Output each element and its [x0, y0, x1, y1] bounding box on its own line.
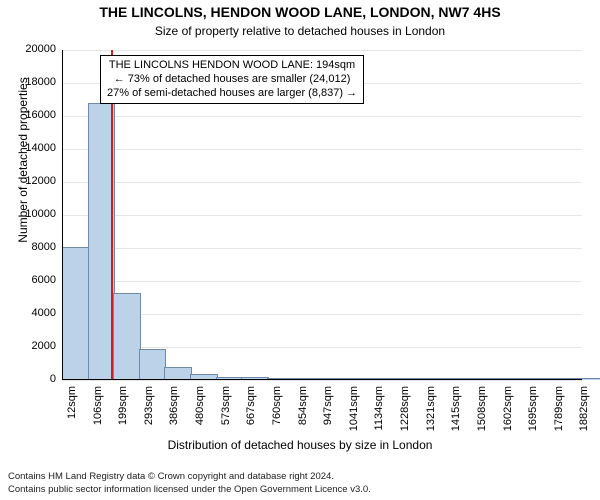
x-axis-label: Distribution of detached houses by size … — [0, 438, 600, 452]
grid-line — [62, 50, 582, 51]
x-tick-label: 12sqm — [66, 386, 78, 436]
y-axis-line — [62, 50, 63, 380]
x-tick-label: 1789sqm — [553, 386, 565, 436]
grid-line — [62, 215, 582, 216]
footer-attribution: Contains HM Land Registry data © Crown c… — [8, 471, 371, 496]
grid-line — [62, 281, 582, 282]
x-tick-label: 1882sqm — [578, 386, 590, 436]
x-tick-label: 1041sqm — [348, 386, 360, 436]
x-tick-label: 1415sqm — [450, 386, 462, 436]
histogram-bar — [139, 349, 166, 380]
footer-line2: Contains public sector information licen… — [8, 484, 371, 496]
x-axis-line — [62, 379, 582, 380]
annotation-line2: ← 73% of detached houses are smaller (24… — [107, 73, 357, 87]
grid-line — [62, 248, 582, 249]
grid-line — [62, 182, 582, 183]
grid-line — [62, 116, 582, 117]
grid-line — [62, 380, 582, 381]
y-tick-label: 14000 — [0, 142, 56, 154]
histogram-bar — [113, 293, 140, 380]
x-tick-label: 667sqm — [245, 386, 257, 436]
chart-container: THE LINCOLNS, HENDON WOOD LANE, LONDON, … — [0, 0, 600, 500]
y-tick-label: 2000 — [0, 340, 56, 352]
x-tick-label: 1602sqm — [502, 386, 514, 436]
x-tick-label: 199sqm — [117, 386, 129, 436]
y-tick-label: 18000 — [0, 76, 56, 88]
histogram-bar — [62, 247, 89, 380]
x-tick-label: 1321sqm — [425, 386, 437, 436]
annotation-box: THE LINCOLNS HENDON WOOD LANE: 194sqm ← … — [100, 55, 364, 104]
y-tick-label: 10000 — [0, 208, 56, 220]
x-tick-label: 573sqm — [220, 386, 232, 436]
x-tick-label: 1228sqm — [399, 386, 411, 436]
y-tick-label: 20000 — [0, 43, 56, 55]
x-tick-label: 1695sqm — [527, 386, 539, 436]
x-tick-label: 854sqm — [297, 386, 309, 436]
chart-subtitle: Size of property relative to detached ho… — [0, 24, 600, 38]
annotation-line3: 27% of semi-detached houses are larger (… — [107, 87, 357, 101]
x-tick-label: 947sqm — [322, 386, 334, 436]
y-tick-label: 4000 — [0, 307, 56, 319]
grid-line — [62, 149, 582, 150]
chart-title: THE LINCOLNS, HENDON WOOD LANE, LONDON, … — [0, 4, 600, 20]
x-tick-label: 480sqm — [194, 386, 206, 436]
x-tick-label: 106sqm — [92, 386, 104, 436]
annotation-line1: THE LINCOLNS HENDON WOOD LANE: 194sqm — [107, 59, 357, 73]
x-tick-label: 386sqm — [168, 386, 180, 436]
x-tick-label: 1134sqm — [373, 386, 385, 436]
y-tick-label: 8000 — [0, 241, 56, 253]
footer-line1: Contains HM Land Registry data © Crown c… — [8, 471, 371, 483]
y-tick-label: 0 — [0, 373, 56, 385]
x-tick-label: 293sqm — [143, 386, 155, 436]
x-tick-label: 760sqm — [271, 386, 283, 436]
x-tick-label: 1508sqm — [476, 386, 488, 436]
y-tick-label: 12000 — [0, 175, 56, 187]
y-tick-label: 6000 — [0, 274, 56, 286]
y-tick-label: 16000 — [0, 109, 56, 121]
